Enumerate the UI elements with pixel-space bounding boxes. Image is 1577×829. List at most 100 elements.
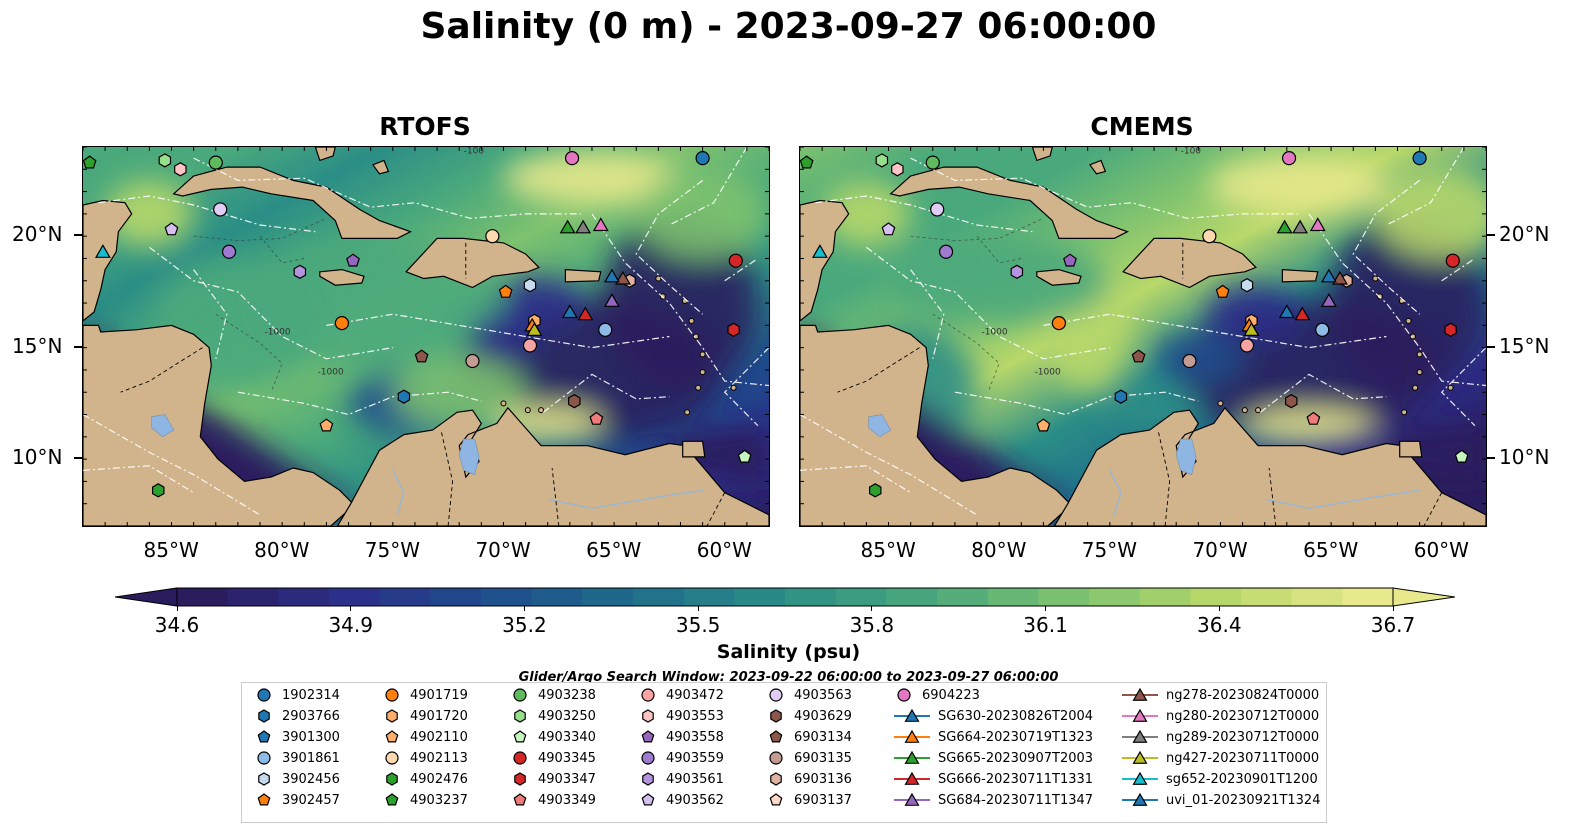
legend-item-ng280-20230712T0000: ng280-20230712T0000 bbox=[1122, 706, 1319, 726]
marker-3902456[interactable] bbox=[1240, 278, 1254, 293]
marker-4903349[interactable] bbox=[1306, 411, 1321, 425]
legend-label: 4903238 bbox=[538, 687, 596, 703]
legend-symbol bbox=[513, 793, 527, 806]
marker-6904223[interactable] bbox=[1281, 151, 1297, 166]
legend-label: 4902113 bbox=[410, 750, 468, 766]
marker-2903766[interactable] bbox=[1114, 389, 1128, 404]
marker-4903238[interactable] bbox=[208, 155, 223, 170]
marker-6903135[interactable] bbox=[465, 353, 480, 369]
marker-ng280-20230712T0000[interactable] bbox=[1309, 217, 1326, 232]
marker-4903250[interactable] bbox=[158, 153, 172, 168]
marker-SG665-20230907T2003[interactable] bbox=[1276, 219, 1293, 234]
marker-6904223[interactable] bbox=[564, 151, 580, 166]
marker-4903345[interactable] bbox=[1445, 253, 1460, 268]
colorbar-level bbox=[430, 588, 482, 606]
marker-4901719[interactable] bbox=[1051, 316, 1067, 331]
marker-SG666-20230711T1331[interactable] bbox=[577, 306, 594, 321]
legend-label: SG684-20230711T1347 bbox=[938, 792, 1094, 808]
marker-ng289-20230712T0000[interactable] bbox=[1292, 219, 1309, 234]
legend-symbol bbox=[257, 793, 271, 806]
marker-uvi_01-20230921T1324[interactable] bbox=[603, 268, 620, 283]
marker-3902456[interactable] bbox=[523, 278, 537, 293]
marker-4903562[interactable] bbox=[881, 222, 896, 236]
marker-4903553[interactable] bbox=[891, 162, 904, 177]
marker-SG630-20230826T2004[interactable] bbox=[561, 304, 578, 319]
legend-symbol bbox=[769, 688, 783, 702]
marker-1902314[interactable] bbox=[1412, 151, 1427, 166]
legend-symbol bbox=[386, 709, 398, 723]
marker-4901719[interactable] bbox=[334, 316, 350, 331]
marker-ng427-20230711T0000[interactable] bbox=[526, 322, 543, 336]
marker-4903561[interactable] bbox=[1010, 264, 1024, 279]
marker-ng278-20230824T0000[interactable] bbox=[1331, 270, 1348, 285]
marker-SG684-20230711T1347[interactable] bbox=[1320, 293, 1337, 307]
marker-sg652-20230901T1200[interactable] bbox=[94, 244, 111, 258]
marker-3901861[interactable] bbox=[1315, 322, 1330, 337]
marker-6903135[interactable] bbox=[1182, 353, 1197, 369]
lat-tick-label-right: 15°N bbox=[1499, 333, 1550, 358]
marker-ng278-20230824T0000[interactable] bbox=[614, 270, 631, 285]
marker-4903345[interactable] bbox=[728, 253, 743, 268]
legend-label: 4903250 bbox=[538, 708, 596, 724]
marker-4903349[interactable] bbox=[589, 411, 604, 425]
marker-4902476[interactable] bbox=[868, 483, 882, 498]
marker-4903559[interactable] bbox=[938, 244, 954, 259]
marker-1902314[interactable] bbox=[695, 151, 710, 166]
marker-4903340[interactable] bbox=[737, 449, 752, 463]
lon-tick-label: 80°W bbox=[971, 538, 1027, 562]
marker-4903237[interactable] bbox=[83, 155, 97, 169]
marker-3901861[interactable] bbox=[598, 322, 613, 337]
marker-4903250[interactable] bbox=[875, 153, 889, 168]
marker-4903347[interactable] bbox=[727, 322, 740, 337]
marker-4903558[interactable] bbox=[1063, 253, 1077, 267]
legend-item-3901861: 3901861 bbox=[254, 748, 340, 768]
map-panel-cmems[interactable]: -1000 -1000 -100 bbox=[799, 146, 1487, 527]
marker-4903347[interactable] bbox=[1444, 322, 1457, 337]
marker-SG666-20230711T1331[interactable] bbox=[1294, 306, 1311, 321]
marker-SG665-20230907T2003[interactable] bbox=[559, 219, 576, 234]
marker-uvi_01-20230921T1324[interactable] bbox=[1320, 268, 1337, 283]
marker-6903134[interactable] bbox=[1131, 349, 1146, 363]
marker-4903472[interactable] bbox=[1239, 338, 1255, 353]
legend-label: 4903345 bbox=[538, 750, 596, 766]
marker-4903559[interactable] bbox=[221, 244, 237, 259]
marker-4903563[interactable] bbox=[930, 202, 945, 217]
colorbar-tick-mark bbox=[697, 606, 699, 611]
colorbar-level bbox=[937, 588, 989, 606]
legend-item-6903135: 6903135 bbox=[766, 748, 852, 768]
marker-4903472[interactable] bbox=[522, 338, 538, 353]
marker-4902110[interactable] bbox=[1036, 418, 1051, 432]
marker-2903766[interactable] bbox=[397, 389, 411, 404]
marker-4902113[interactable] bbox=[485, 229, 500, 244]
marker-4903562[interactable] bbox=[164, 222, 179, 236]
marker-SG684-20230711T1347[interactable] bbox=[603, 293, 620, 307]
map-panel-rtofs[interactable]: -1000 -1000 -100 bbox=[82, 146, 770, 527]
marker-4903563[interactable] bbox=[213, 202, 228, 217]
marker-4903558[interactable] bbox=[346, 253, 360, 267]
marker-sg652-20230901T1200[interactable] bbox=[811, 244, 828, 258]
marker-3902457[interactable] bbox=[1215, 284, 1230, 298]
marker-4903340[interactable] bbox=[1454, 449, 1469, 463]
marker-ng289-20230712T0000[interactable] bbox=[575, 219, 592, 234]
marker-4902110[interactable] bbox=[319, 418, 334, 432]
lat-tick-label-left: 10°N bbox=[12, 445, 63, 470]
legend-item-4903250: 4903250 bbox=[510, 706, 596, 726]
marker-6903134[interactable] bbox=[414, 349, 429, 363]
marker-SG630-20230826T2004[interactable] bbox=[1278, 304, 1295, 319]
colorbar-tick-mark bbox=[1392, 606, 1394, 611]
marker-4903238[interactable] bbox=[925, 155, 940, 170]
marker-4903629[interactable] bbox=[568, 394, 581, 409]
marker-4903561[interactable] bbox=[293, 264, 307, 279]
legend-symbol bbox=[514, 772, 526, 786]
legend-symbol bbox=[641, 793, 655, 806]
marker-4902476[interactable] bbox=[151, 483, 165, 498]
marker-ng280-20230712T0000[interactable] bbox=[592, 217, 609, 232]
lon-tick-label: 75°W bbox=[1081, 538, 1138, 562]
marker-4902113[interactable] bbox=[1202, 229, 1217, 244]
marker-3902457[interactable] bbox=[498, 284, 513, 298]
marker-4903629[interactable] bbox=[1285, 394, 1298, 409]
marker-4903553[interactable] bbox=[174, 162, 187, 177]
lon-tick-label: 60°W bbox=[696, 538, 752, 562]
marker-ng427-20230711T0000[interactable] bbox=[1243, 322, 1260, 336]
marker-4903237[interactable] bbox=[800, 155, 814, 169]
